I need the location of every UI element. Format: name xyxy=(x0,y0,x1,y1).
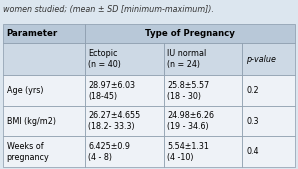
Bar xyxy=(243,75,295,106)
Bar xyxy=(164,75,243,106)
Bar xyxy=(243,43,295,75)
Text: Ectopic
(n = 40): Ectopic (n = 40) xyxy=(88,49,121,69)
Bar xyxy=(3,43,85,75)
Text: BMI (kg/m2): BMI (kg/m2) xyxy=(7,117,55,126)
Text: Type of Pregnancy: Type of Pregnancy xyxy=(145,29,235,38)
Bar xyxy=(85,43,164,75)
Bar xyxy=(3,136,85,167)
Bar xyxy=(243,136,295,167)
Text: Age (yrs): Age (yrs) xyxy=(7,86,43,95)
Text: women studied; (mean ± SD [minimum-maximum]).: women studied; (mean ± SD [minimum-maxim… xyxy=(3,5,214,14)
Text: 5.54±1.31
(4 -10): 5.54±1.31 (4 -10) xyxy=(167,142,209,162)
Text: 0.2: 0.2 xyxy=(246,86,259,95)
Bar xyxy=(85,106,164,136)
Text: IU normal
(n = 24): IU normal (n = 24) xyxy=(167,49,207,69)
Bar xyxy=(85,24,295,43)
Bar xyxy=(3,24,85,43)
Bar xyxy=(3,106,85,136)
Text: 26.27±4.655
(18.2- 33.3): 26.27±4.655 (18.2- 33.3) xyxy=(88,111,141,131)
Text: 25.8±5.57
(18 - 30): 25.8±5.57 (18 - 30) xyxy=(167,81,209,101)
Text: 6.425±0.9
(4 - 8): 6.425±0.9 (4 - 8) xyxy=(88,142,130,162)
Text: Parameter: Parameter xyxy=(7,29,58,38)
Bar xyxy=(164,43,243,75)
Text: 0.4: 0.4 xyxy=(246,147,259,156)
Text: Weeks of
pregnancy: Weeks of pregnancy xyxy=(7,142,49,162)
Text: 28.97±6.03
(18-45): 28.97±6.03 (18-45) xyxy=(88,81,135,101)
Bar xyxy=(164,106,243,136)
Bar xyxy=(3,75,85,106)
Bar xyxy=(164,136,243,167)
Text: 0.3: 0.3 xyxy=(246,117,259,126)
Bar xyxy=(85,136,164,167)
Text: 24.98±6.26
(19 - 34.6): 24.98±6.26 (19 - 34.6) xyxy=(167,111,214,131)
Bar xyxy=(243,106,295,136)
Bar xyxy=(85,75,164,106)
Text: p-value: p-value xyxy=(246,55,276,64)
